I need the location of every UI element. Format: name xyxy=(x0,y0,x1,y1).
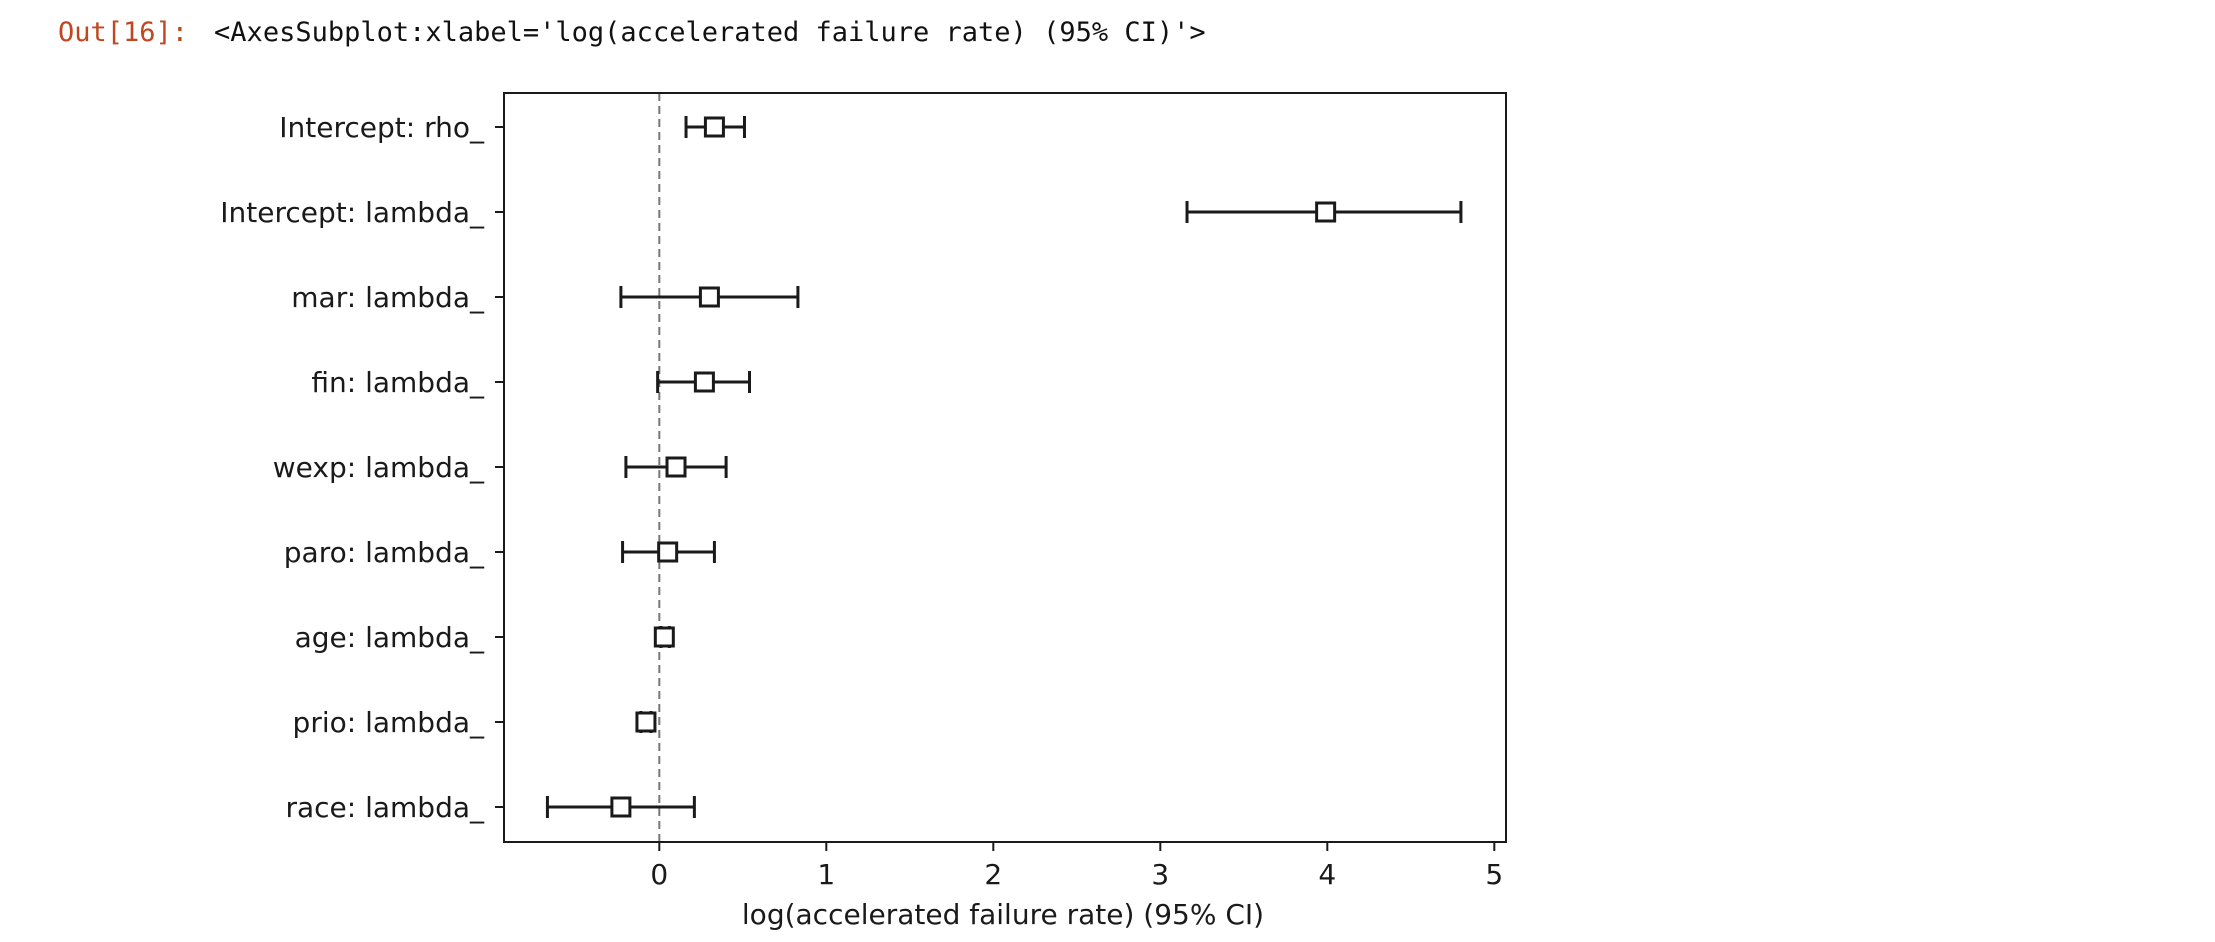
y-tick-label: mar: lambda_ xyxy=(291,281,485,314)
y-tick-label: wexp: lambda_ xyxy=(273,451,485,484)
y-tick-label: age: lambda_ xyxy=(295,621,485,654)
y-tick-label: race: lambda_ xyxy=(285,791,485,824)
x-tick-label: 3 xyxy=(1151,858,1169,891)
y-tick-label: fin: lambda_ xyxy=(311,366,485,399)
estimate-marker xyxy=(698,286,720,308)
estimate-marker xyxy=(657,541,679,563)
y-tick-label: Intercept: lambda_ xyxy=(220,196,485,229)
plot-frame xyxy=(503,92,1507,843)
estimate-marker xyxy=(703,116,725,138)
output-line: Out[16]: <AxesSubplot:xlabel='log(accele… xyxy=(58,12,1206,52)
estimate-marker xyxy=(635,711,657,733)
y-tick-label: paro: lambda_ xyxy=(284,536,485,569)
estimate-marker xyxy=(653,626,675,648)
estimate-marker xyxy=(1315,201,1337,223)
x-axis-title: log(accelerated failure rate) (95% CI) xyxy=(742,898,1264,931)
y-tick-label: Intercept: rho_ xyxy=(279,111,485,144)
x-tick-label: 0 xyxy=(650,858,668,891)
x-tick-label: 5 xyxy=(1485,858,1503,891)
estimate-marker xyxy=(610,796,632,818)
estimate-marker xyxy=(693,371,715,393)
y-tick-label: prio: lambda_ xyxy=(293,706,485,739)
x-tick-label: 2 xyxy=(984,858,1002,891)
x-tick-label: 1 xyxy=(817,858,835,891)
estimate-marker xyxy=(665,456,687,478)
output-prompt: Out[16]: xyxy=(58,16,189,48)
x-tick-label: 4 xyxy=(1318,858,1336,891)
output-repr: <AxesSubplot:xlabel='log(accelerated fai… xyxy=(214,16,1206,48)
